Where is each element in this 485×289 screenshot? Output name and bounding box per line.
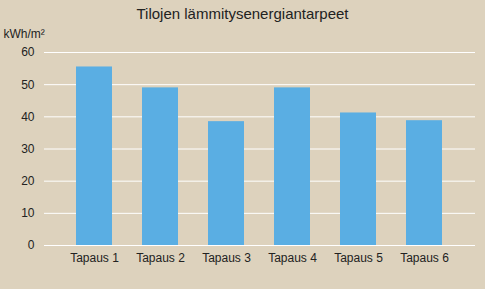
html-text:Tilojen lämmitysenergiantarpee: Tilojen lämmitysenergiantarpeet <box>136 5 349 22</box>
svg-text:50: 50 <box>21 78 35 92</box>
svg-text:Tapaus 2: Tapaus 2 <box>136 251 185 265</box>
svg-text:Tapaus 5: Tapaus 5 <box>334 251 383 265</box>
svg-text:0: 0 <box>28 238 35 252</box>
svg-text:40: 40 <box>21 110 35 124</box>
svg-text:10: 10 <box>21 206 35 220</box>
svg-text:20: 20 <box>21 174 35 188</box>
svg-text:Tapaus 3: Tapaus 3 <box>202 251 251 265</box>
svg-text:30: 30 <box>21 142 35 156</box>
svg-text:60: 60 <box>21 45 35 59</box>
svg-text:Tapaus 1: Tapaus 1 <box>70 251 119 265</box>
svg-text:Tapaus 4: Tapaus 4 <box>268 251 317 265</box>
svg-text:kWh/m²: kWh/m² <box>4 27 45 41</box>
svg-text:Tapaus 6: Tapaus 6 <box>400 251 449 265</box>
